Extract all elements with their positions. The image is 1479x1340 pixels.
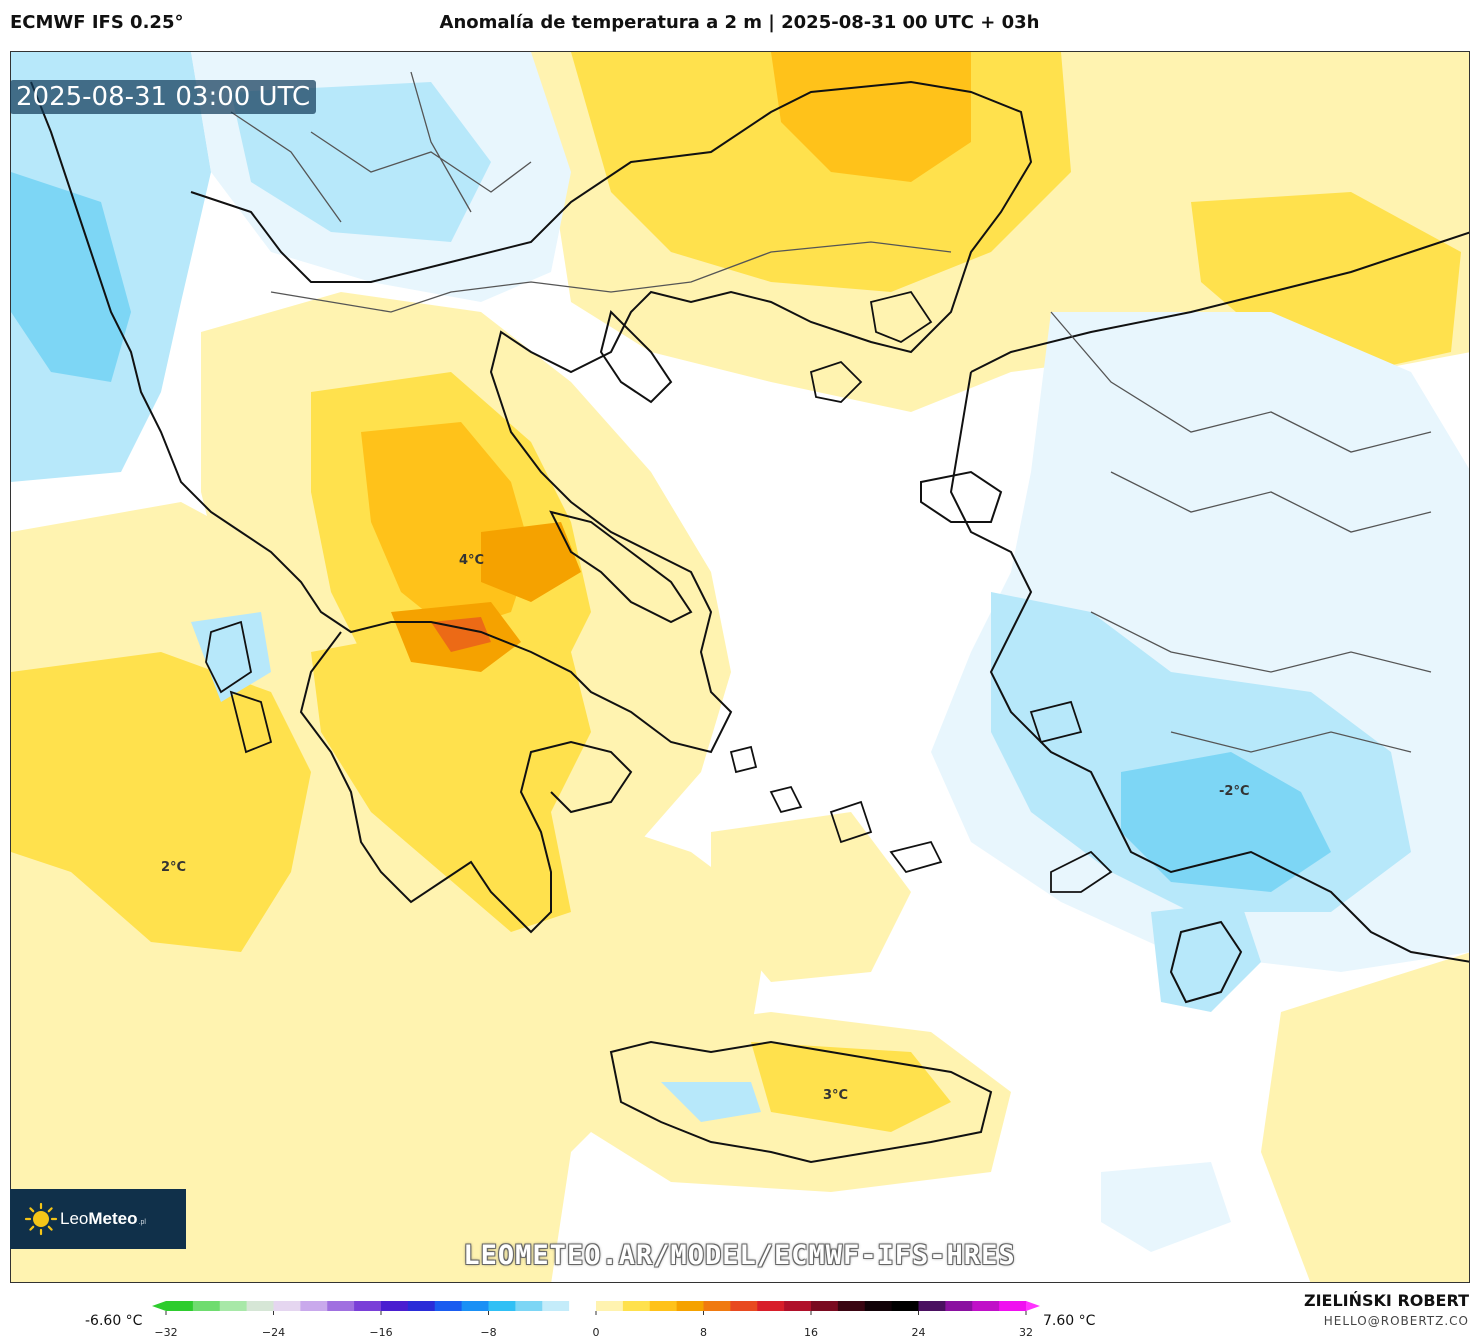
colorbar-segment (864, 1301, 893, 1311)
colorbar-segment (649, 1301, 678, 1311)
warm-region-southeast (1261, 952, 1469, 1282)
url-watermark: LEOMETEO.AR/MODEL/ECMWF-IFS-HRES (463, 1240, 1016, 1271)
colorbar-segment (407, 1301, 436, 1311)
border-balkans-inner (230, 71, 532, 223)
colorbar-max-label: 7.60 °C (1043, 1313, 1096, 1329)
cool-region-crete-west (661, 1082, 761, 1122)
anomaly-map (11, 52, 1469, 1282)
brand-text: LeoMeteo.pl (60, 1209, 146, 1229)
colorbar-tick-label: 16 (804, 1326, 818, 1339)
cool-region-rhodes (1151, 902, 1261, 1012)
coast-chalkidiki (599, 310, 673, 404)
colorbar-segment (999, 1301, 1027, 1311)
coastlines (30, 80, 1469, 1164)
colorbar-segment (837, 1301, 866, 1311)
cool-fill (11, 52, 1469, 1252)
coast-rhodes (1169, 920, 1243, 1004)
anomaly-fill (11, 52, 1469, 1282)
colorbar-segment (945, 1301, 973, 1311)
colorbar-tick-label: 32 (1019, 1326, 1033, 1339)
colorbar-tick-label: −32 (154, 1326, 177, 1339)
colorbar-segment (676, 1301, 704, 1311)
colorbar-tick-label: 0 (593, 1326, 600, 1339)
leometeo-logo: LeoMeteo.pl (10, 1189, 186, 1249)
colorbar-segment (246, 1301, 274, 1311)
colorbar-segment (972, 1301, 1000, 1311)
colorbar-segment (354, 1301, 382, 1311)
author-email: HELLO@ROBERTZ.CO (1323, 1314, 1469, 1328)
map-frame: 4°C 2°C 3°C -2°C (10, 51, 1470, 1283)
contour-label-2c: 2°C (161, 860, 187, 875)
coast-peloponnese (299, 631, 633, 934)
colorbar-segment (596, 1301, 624, 1311)
warm-region-hotspot-a (481, 522, 581, 602)
colorbar-segment (730, 1301, 758, 1311)
colorbar-min-label: -6.60 °C (85, 1313, 143, 1329)
colorbar-tick-label: 8 (700, 1326, 707, 1339)
brand-suffix: .pl (138, 1219, 146, 1226)
colorbar-segment (327, 1301, 355, 1311)
colorbar-segment (192, 1301, 221, 1311)
model-name: ECMWF IFS 0.25° (10, 12, 184, 33)
colorbar-segment (166, 1301, 194, 1311)
valid-time-badge: 2025-08-31 03:00 UTC (10, 80, 317, 114)
colorbar-segment (918, 1301, 946, 1311)
colorbar-segment (811, 1301, 839, 1311)
islands (205, 290, 1113, 893)
colorbar-segment (273, 1301, 301, 1311)
contour-label-3c: 3°C (823, 1088, 849, 1103)
coast-euboea (549, 510, 693, 624)
colorbar-segment (542, 1301, 570, 1311)
colorbar-segment (488, 1301, 516, 1311)
brand-bold: Meteo (88, 1209, 138, 1228)
coast-balkans (30, 80, 1033, 754)
author-name: ZIELIŃSKI ROBERT (1303, 1291, 1469, 1310)
coast-turkey-west (949, 231, 1469, 963)
contour-label-minus2c: -2°C (1219, 784, 1250, 799)
country-borders (230, 71, 1432, 753)
colorbar-segment (757, 1301, 785, 1311)
colorbar-segment (703, 1301, 731, 1311)
colorbar-segment (784, 1301, 812, 1311)
colorbar-segment (622, 1301, 651, 1311)
colorbar-segment (461, 1301, 489, 1311)
colorbar-segment (300, 1301, 328, 1311)
contour-label-4c: 4°C (459, 553, 485, 568)
colorbar-segment (891, 1301, 919, 1311)
colorbar-left-arrow (152, 1301, 166, 1311)
sun-icon (24, 1202, 58, 1236)
warm-region-aegean-south (711, 812, 911, 982)
colorbar-tick-label: −24 (262, 1326, 285, 1339)
warm-region-west-mid (11, 652, 311, 952)
colorbar-tick-label: −16 (369, 1326, 392, 1339)
map-title: Anomalía de temperatura a 2 m | 2025-08-… (439, 12, 1040, 33)
colorbar-segment (515, 1301, 543, 1311)
colorbar-right-arrow (1026, 1301, 1040, 1311)
colorbar-segment (569, 1301, 597, 1311)
coast-lesbos (920, 470, 1003, 523)
cool-region-balkan-mid (231, 82, 491, 242)
border-turkey (1050, 311, 1432, 753)
colorbar-segment (219, 1301, 248, 1311)
cool-region-south (1101, 1162, 1231, 1252)
colorbar-tick-label: −8 (480, 1326, 496, 1339)
border-greece-north (270, 241, 952, 313)
cool-region-dodecanese (1121, 752, 1331, 892)
warm-region-peloponnese (311, 622, 591, 932)
colorbar-segment (381, 1301, 409, 1311)
cool-region-adriatic-deep (11, 172, 131, 382)
colorbar-segment (434, 1301, 463, 1311)
colorbar: −32 −24 −16 −8 0 8 16 24 32 (152, 1301, 1040, 1339)
brand-light: Leo (60, 1209, 89, 1228)
colorbar-tick-label: 24 (912, 1326, 926, 1339)
coast-crete (609, 1040, 993, 1164)
